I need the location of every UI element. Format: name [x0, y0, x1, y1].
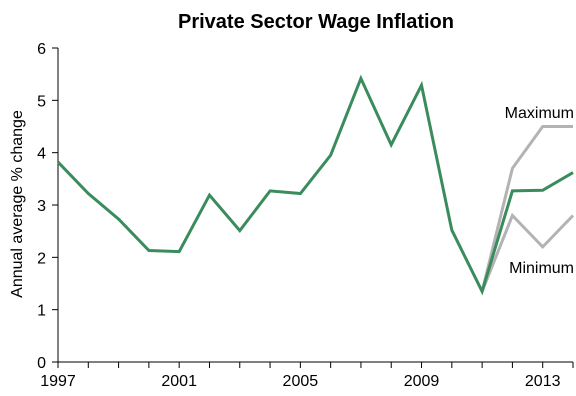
y-axis-label: Annual average % change [9, 110, 26, 298]
y-tick-label: 5 [37, 93, 46, 110]
y-tick-label: 3 [37, 198, 46, 215]
y-tick-label: 6 [37, 41, 46, 58]
y-tick-label: 1 [37, 303, 46, 320]
x-tick-label: 1997 [40, 373, 76, 390]
x-tick-label: 2001 [161, 373, 197, 390]
y-tick-label: 0 [37, 355, 46, 372]
series-group [56, 74, 575, 296]
axes: 0 1 2 3 4 5 6 1997 2001 2005 2009 2013 [37, 41, 574, 390]
maximum-label: Maximum [505, 105, 574, 122]
x-tick-label: 2009 [404, 373, 440, 390]
series-line-actual [56, 74, 574, 296]
y-tick-label: 4 [37, 146, 46, 163]
minimum-label: Minimum [509, 260, 574, 277]
x-tick-label: 2005 [283, 373, 319, 390]
y-tick-label: 2 [37, 250, 46, 267]
series-line-minimum [480, 212, 575, 292]
series-line-maximum [480, 125, 573, 292]
chart-title: Private Sector Wage Inflation [178, 11, 454, 33]
x-tick-label: 2013 [525, 373, 561, 390]
